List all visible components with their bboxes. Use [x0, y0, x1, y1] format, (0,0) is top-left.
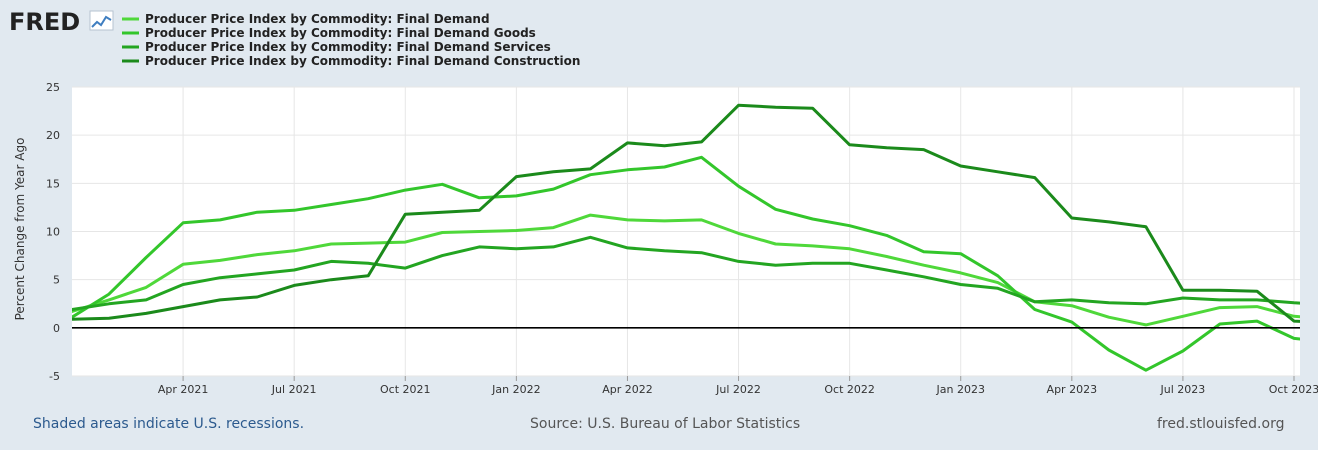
series-line-4 — [72, 103, 1300, 323]
y-tick-label: 20 — [46, 129, 60, 142]
chart: FRED Producer Price Index by Commodity: … — [9, 8, 1318, 396]
x-tick-label: Oct 2022 — [824, 383, 875, 396]
fred-logo-graph-icon — [89, 10, 114, 31]
x-tick-label: Oct 2021 — [380, 383, 431, 396]
site-link[interactable]: fred.stlouisfed.org — [1157, 416, 1285, 432]
legend-item: Producer Price Index by Commodity: Final… — [122, 54, 580, 68]
x-tick-label: Jul 2022 — [715, 383, 761, 396]
y-axis: 25 20 15 10 5 0 -5 — [46, 81, 60, 383]
legend: Producer Price Index by Commodity: Final… — [122, 12, 580, 68]
x-tick-label: Jan 2023 — [936, 383, 985, 396]
y-tick-label: 5 — [53, 274, 60, 287]
fred-logo[interactable]: FRED — [9, 8, 114, 36]
x-tick-label: Jul 2021 — [271, 383, 317, 396]
series-lines — [72, 103, 1300, 372]
x-tick-label: Apr 2021 — [158, 383, 209, 396]
y-tick-label: 0 — [53, 322, 60, 335]
legend-label: Producer Price Index by Commodity: Final… — [145, 12, 490, 26]
series-line-2 — [72, 155, 1300, 372]
x-tick-label: Jan 2022 — [491, 383, 540, 396]
legend-item: Producer Price Index by Commodity: Final… — [122, 12, 490, 26]
y-tick-label: 25 — [46, 81, 60, 94]
source-note: Source: U.S. Bureau of Labor Statistics — [530, 416, 801, 432]
x-tick-label: Oct 2023 — [1269, 383, 1318, 396]
legend-item: Producer Price Index by Commodity: Final… — [122, 40, 551, 54]
fred-logo-text: FRED — [9, 8, 80, 36]
y-tick-label: -5 — [49, 370, 60, 383]
y-axis-title: Percent Change from Year Ago — [13, 138, 27, 321]
x-tick-label: Apr 2023 — [1047, 383, 1098, 396]
y-tick-label: 10 — [46, 226, 60, 239]
y-tick-label: 15 — [46, 177, 60, 190]
x-axis: Apr 2021 Jul 2021 Oct 2021 Jan 2022 Apr 2022… — [158, 376, 1318, 396]
x-tick-label: Apr 2022 — [602, 383, 653, 396]
legend-label: Producer Price Index by Commodity: Final… — [145, 40, 551, 54]
legend-label: Producer Price Index by Commodity: Final… — [145, 26, 536, 40]
legend-label: Producer Price Index by Commodity: Final… — [145, 54, 580, 68]
legend-item: Producer Price Index by Commodity: Final… — [122, 26, 536, 40]
series-line-1 — [72, 213, 1300, 327]
series-line-3 — [72, 235, 1300, 311]
x-tick-label: Jul 2023 — [1160, 383, 1206, 396]
recession-note: Shaded areas indicate U.S. recessions. — [33, 416, 305, 432]
